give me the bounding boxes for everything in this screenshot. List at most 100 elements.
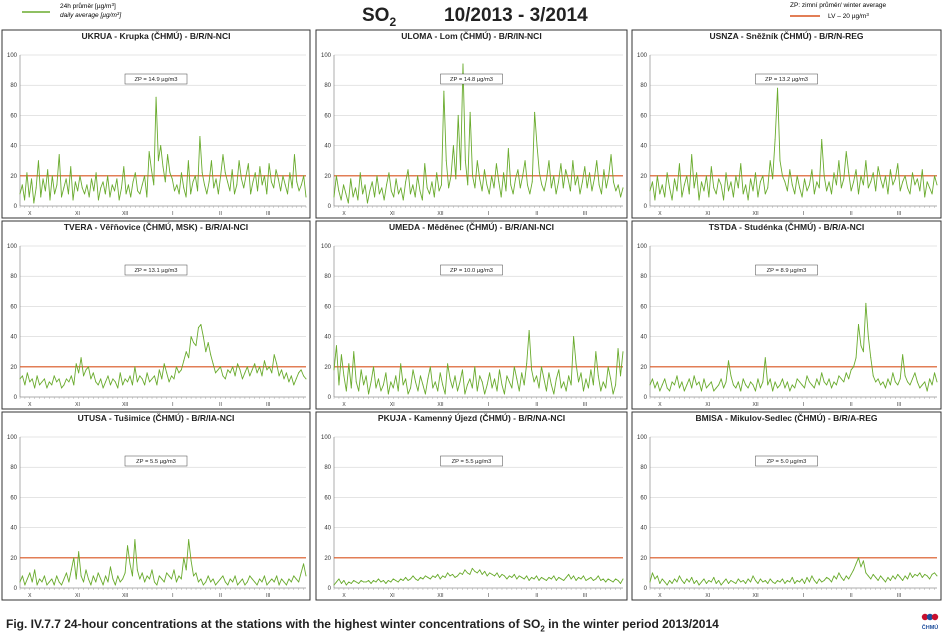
- data-point: [39, 384, 41, 386]
- data-point: [831, 193, 833, 195]
- data-point: [916, 575, 918, 577]
- data-point: [46, 387, 48, 389]
- data-point: [176, 184, 178, 186]
- data-point: [526, 575, 528, 577]
- data-point: [169, 172, 171, 174]
- data-point: [889, 384, 891, 386]
- data-point: [669, 390, 671, 392]
- data-point: [270, 181, 272, 183]
- data-point: [681, 196, 683, 198]
- data-point: [369, 190, 371, 192]
- data-point: [131, 384, 133, 386]
- data-point: [872, 375, 874, 377]
- data-point: [617, 184, 619, 186]
- data-point: [713, 390, 715, 392]
- data-point: [911, 172, 913, 174]
- data-point: [197, 327, 199, 329]
- data-point: [531, 181, 533, 183]
- annotation-box: [440, 73, 503, 85]
- x-month-label: XII: [122, 211, 128, 217]
- data-point: [340, 354, 342, 356]
- data-point: [649, 581, 651, 583]
- data-point: [921, 576, 923, 578]
- x-month-label: II: [219, 402, 222, 408]
- data-point: [26, 372, 28, 374]
- data-point: [119, 581, 121, 583]
- data-point: [355, 187, 356, 189]
- data-point: [740, 390, 742, 392]
- data-point: [523, 384, 525, 386]
- panel-title: BMISA - Mikulov-Sedlec (ČHMÚ) - B/R/A-RE…: [696, 412, 878, 423]
- data-point: [350, 582, 352, 584]
- data-point: [175, 366, 177, 368]
- data-point: [498, 181, 500, 183]
- data-point: [380, 390, 382, 392]
- data-point: [678, 163, 680, 165]
- data-point: [469, 111, 471, 113]
- data-point: [469, 378, 471, 380]
- data-point: [171, 375, 173, 377]
- data-point: [296, 181, 298, 183]
- data-point: [193, 342, 195, 344]
- data-point: [224, 378, 226, 380]
- data-point: [271, 578, 273, 580]
- data-point: [671, 381, 673, 383]
- panel-frame: [631, 411, 942, 601]
- y-tick-label: 0: [644, 586, 648, 592]
- data-point: [597, 375, 599, 377]
- data-point: [833, 172, 835, 174]
- data-point: [612, 393, 614, 395]
- data-point: [429, 578, 431, 580]
- data-point: [919, 387, 921, 389]
- data-point: [444, 393, 446, 395]
- data-point: [595, 351, 597, 353]
- data-point: [215, 372, 217, 374]
- data-point: [402, 579, 404, 581]
- data-point: [659, 390, 661, 392]
- y-tick-label: 100: [321, 53, 332, 59]
- data-point: [503, 393, 505, 395]
- data-point: [718, 178, 720, 180]
- data-point: [902, 354, 904, 356]
- data-point: [192, 181, 194, 183]
- data-point: [185, 569, 187, 571]
- data-point: [506, 375, 508, 377]
- data-point: [855, 169, 857, 171]
- data-point: [419, 190, 421, 192]
- data-point: [109, 196, 111, 198]
- data-point: [666, 387, 668, 389]
- annotation-label: ZP = 5.0 µg/m3: [767, 459, 807, 465]
- data-point: [447, 363, 449, 365]
- data-point: [210, 354, 212, 356]
- data-point: [144, 175, 146, 177]
- data-point: [68, 381, 70, 383]
- data-point: [136, 381, 138, 383]
- data-point: [659, 582, 661, 584]
- data-point: [772, 390, 774, 392]
- data-point: [764, 579, 766, 581]
- data-point: [622, 351, 624, 353]
- data-point: [452, 387, 454, 389]
- data-point: [291, 187, 293, 189]
- data-point: [848, 578, 850, 580]
- data-point: [161, 578, 163, 580]
- data-point: [363, 384, 365, 386]
- data-point: [916, 381, 918, 383]
- data-point: [350, 387, 352, 389]
- data-point: [496, 572, 498, 574]
- data-point: [427, 576, 429, 578]
- data-point: [546, 178, 548, 180]
- data-point: [266, 369, 268, 371]
- data-point: [245, 175, 247, 177]
- data-point: [522, 175, 524, 177]
- data-point: [664, 378, 666, 380]
- data-point: [90, 378, 92, 380]
- data-point: [92, 575, 94, 577]
- data-point: [53, 375, 55, 377]
- x-month-label: XI: [75, 402, 80, 408]
- data-point: [723, 581, 725, 583]
- data-point: [701, 581, 703, 583]
- data-point: [350, 178, 352, 180]
- data-point: [180, 172, 182, 174]
- data-point: [185, 196, 187, 198]
